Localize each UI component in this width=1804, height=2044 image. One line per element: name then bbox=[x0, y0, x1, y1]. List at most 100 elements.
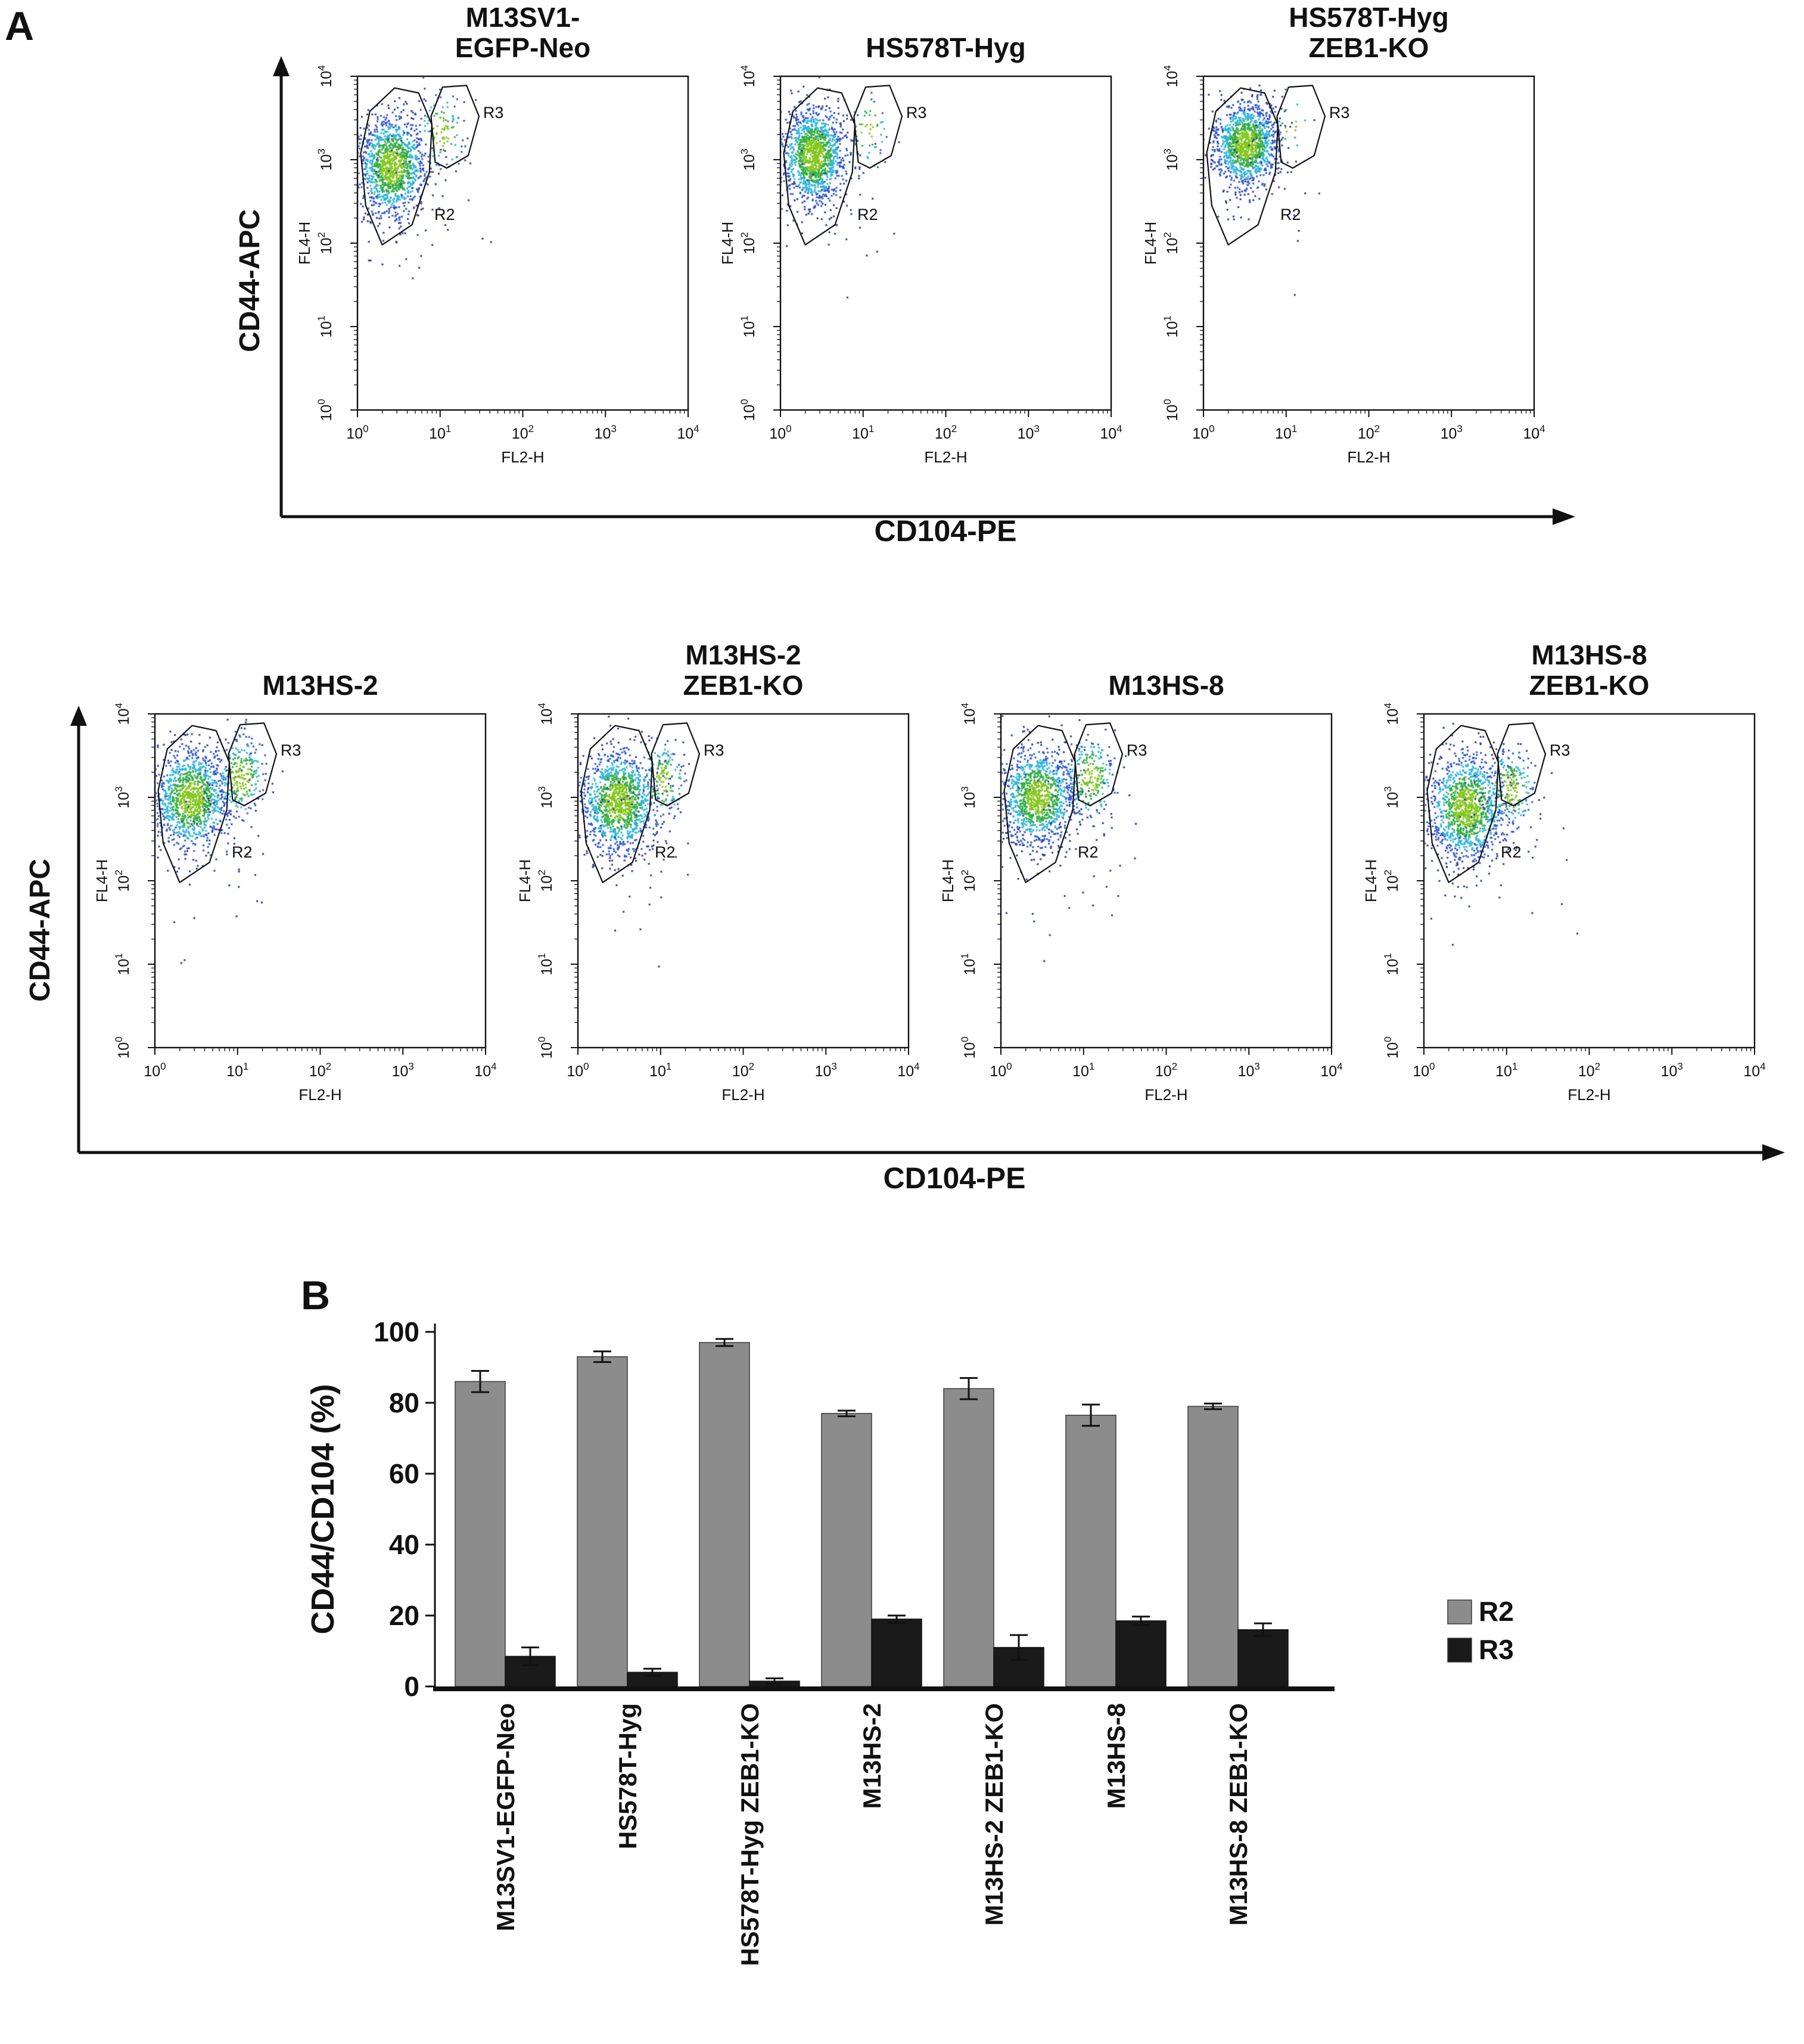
plot-frame bbox=[1000, 713, 1333, 1049]
plot-title: HS578T-Hyg ZEB1-KO bbox=[1289, 1, 1449, 64]
x-tick-label: 101 bbox=[429, 423, 451, 442]
flow-plot-m13hs-8: M13HS-8 100 100 101 101 102 102 103 103 104 104 FL… bbox=[935, 641, 1346, 1123]
x-tick-label: 103 bbox=[1018, 423, 1040, 442]
gate-R3 bbox=[1276, 85, 1326, 169]
y-tick-label: 102 bbox=[113, 869, 132, 891]
x-axis-arrow-row1 bbox=[281, 508, 1575, 525]
y-tick-label: 100 bbox=[316, 399, 335, 421]
bar-x-category-label: M13HS-8 bbox=[1102, 1703, 1130, 1809]
legend-label-R3: R3 bbox=[1479, 1634, 1514, 1665]
x-tick-label: 102 bbox=[512, 423, 534, 442]
plot-frame bbox=[779, 75, 1112, 411]
fl4h-axis-label: FL4-H bbox=[1362, 859, 1380, 902]
x-tick-label: 101 bbox=[649, 1061, 671, 1080]
y-tick-label: 103 bbox=[1382, 786, 1401, 808]
row1-x-axis-label: CD104-PE bbox=[874, 514, 1017, 548]
y-tick-label: 101 bbox=[959, 953, 978, 975]
gate-R2 bbox=[157, 725, 230, 883]
y-tick-label: 104 bbox=[959, 703, 978, 725]
gate-label-R3: R3 bbox=[704, 741, 724, 759]
scatter-density-canvas bbox=[512, 705, 923, 1122]
flow-plot-m13hs-2: M13HS-2 100 100 101 101 102 102 103 103 104 104 FL… bbox=[89, 641, 500, 1123]
gate-R3 bbox=[651, 722, 701, 807]
plot-title: M13SV1- EGFP-Neo bbox=[455, 1, 591, 64]
gate-label-R2: R2 bbox=[1280, 206, 1301, 223]
x-tick-label: 104 bbox=[1743, 1061, 1765, 1080]
gate-R2 bbox=[360, 87, 433, 246]
row2-x-axis-label: CD104-PE bbox=[883, 1161, 1026, 1195]
bar-x-category-label: M13HS-2 ZEB1-KO bbox=[980, 1703, 1008, 1925]
x-tick-label: 100 bbox=[346, 423, 368, 442]
bar-R2-6 bbox=[1187, 1406, 1239, 1687]
flow-plot-m13sv1-egfp-neo: M13SV1- EGFP-Neo 100 100 101 101 102 102 103 10… bbox=[292, 1, 703, 486]
bar-x-category-label: M13SV1-EGFP-Neo bbox=[492, 1703, 520, 1931]
y-tick-label: 100 bbox=[113, 1036, 132, 1058]
bar-y-tick-label: 80 bbox=[389, 1387, 419, 1418]
y-tick-label: 104 bbox=[113, 703, 132, 725]
y-tick-label: 104 bbox=[1382, 703, 1401, 725]
bar-R2-5 bbox=[1065, 1415, 1116, 1687]
fl4h-axis-label: FL4-H bbox=[296, 222, 313, 265]
y-tick-label: 103 bbox=[536, 786, 555, 808]
x-tick-label: 102 bbox=[309, 1061, 331, 1080]
bar-y-tick-label: 100 bbox=[374, 1316, 419, 1347]
bar-R3-6 bbox=[1237, 1629, 1289, 1687]
x-tick-label: 100 bbox=[990, 1061, 1012, 1080]
scatter-density-canvas bbox=[715, 67, 1126, 484]
y-tick-label: 102 bbox=[739, 232, 758, 254]
x-tick-label: 100 bbox=[567, 1061, 589, 1080]
y-tick-label: 101 bbox=[536, 953, 555, 975]
gate-R3 bbox=[228, 722, 278, 807]
gate-label-R2: R2 bbox=[434, 206, 455, 223]
y-tick-label: 102 bbox=[1162, 232, 1181, 254]
flow-plot-m13hs-2-zeb1-ko: M13HS-2 ZEB1-KO 100 100 101 101 102 102 103 103… bbox=[512, 639, 923, 1123]
y-tick-label: 104 bbox=[316, 65, 335, 87]
gate-label-R3: R3 bbox=[1550, 741, 1570, 759]
fl2h-axis-label: FL2-H bbox=[924, 448, 967, 466]
x-tick-label: 101 bbox=[1495, 1061, 1517, 1080]
y-tick-label: 101 bbox=[1382, 953, 1401, 975]
gate-label-R2: R2 bbox=[1501, 843, 1522, 861]
legend-swatch-R3 bbox=[1447, 1638, 1472, 1663]
bar-R2-2 bbox=[699, 1342, 750, 1687]
bar-R2-0 bbox=[455, 1381, 506, 1687]
x-axis-arrow-row2 bbox=[79, 1144, 1785, 1161]
y-axis-arrow-row1 bbox=[273, 56, 290, 517]
fl2h-axis-label: FL2-H bbox=[721, 1086, 764, 1104]
y-tick-label: 100 bbox=[1162, 399, 1181, 421]
flow-plot-axes: 100 100 101 101 102 102 103 103 104 104 FL2-H FL4-H… bbox=[93, 703, 497, 1104]
x-tick-label: 101 bbox=[852, 423, 874, 442]
y-tick-label: 100 bbox=[536, 1036, 555, 1058]
x-tick-label: 102 bbox=[935, 423, 957, 442]
panel-b-label: B bbox=[301, 1273, 331, 1318]
flow-plot-axes: 100 100 101 101 102 102 103 103 104 104 FL2-H FL4-H… bbox=[1142, 65, 1545, 466]
x-tick-label: 100 bbox=[144, 1061, 166, 1080]
gate-R2 bbox=[1426, 725, 1499, 883]
gate-label-R2: R2 bbox=[857, 206, 878, 223]
x-tick-label: 101 bbox=[1275, 423, 1297, 442]
flow-plot-m13hs-8-zeb1-ko: M13HS-8 ZEB1-KO 100 100 101 101 102 102 103 103… bbox=[1358, 639, 1769, 1123]
flow-plot-hs578t-hyg-zeb1-ko: HS578T-Hyg ZEB1-KO 100 100 101 101 102 102 103… bbox=[1138, 1, 1549, 486]
fl4h-axis-label: FL4-H bbox=[93, 859, 111, 902]
gate-R2 bbox=[1206, 87, 1279, 246]
bar-R3-5 bbox=[1115, 1620, 1167, 1687]
bar-R2-1 bbox=[577, 1356, 628, 1687]
x-tick-label: 103 bbox=[392, 1061, 414, 1080]
x-tick-label: 104 bbox=[677, 423, 699, 442]
gate-R3 bbox=[853, 85, 903, 169]
fl2h-axis-label: FL2-H bbox=[501, 448, 544, 466]
flow-plot-axes: 100 100 101 101 102 102 103 103 104 104 FL2-H FL4-H… bbox=[516, 703, 920, 1104]
gate-label-R2: R2 bbox=[655, 843, 676, 861]
bar-x-category-label: M13HS-2 bbox=[858, 1703, 886, 1809]
scatter-density-canvas bbox=[89, 705, 500, 1122]
scatter-density-canvas bbox=[1138, 67, 1549, 484]
y-tick-label: 102 bbox=[959, 869, 978, 891]
bar-y-axis-label: CD44/CD104 (%) bbox=[305, 1384, 341, 1634]
plot-title: HS578T-Hyg bbox=[866, 32, 1026, 64]
x-tick-label: 104 bbox=[1100, 423, 1122, 442]
plot-frame bbox=[1202, 75, 1535, 411]
x-tick-label: 103 bbox=[595, 423, 617, 442]
bar-x-category-label: M13HS-8 ZEB1-KO bbox=[1224, 1703, 1252, 1925]
y-tick-label: 100 bbox=[959, 1036, 978, 1058]
